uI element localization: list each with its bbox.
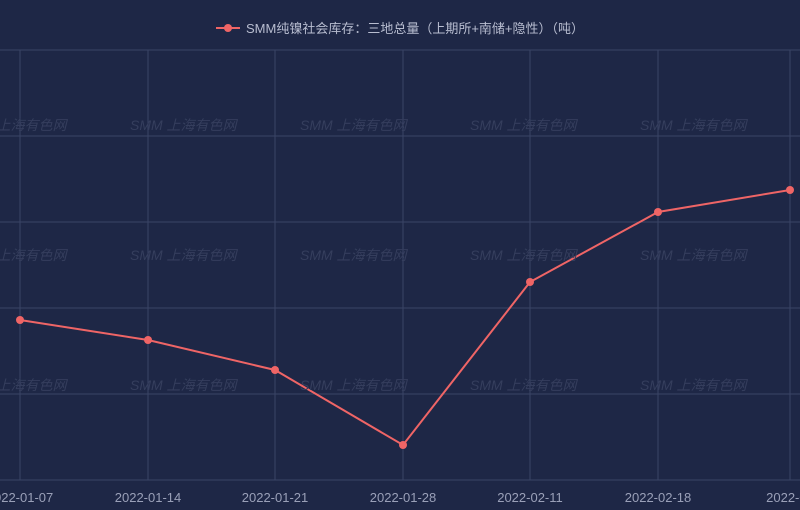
legend-marker-dot <box>224 24 232 32</box>
chart-legend: SMM纯镍社会库存：三地总量（上期所+南储+隐性）（吨） <box>0 18 800 37</box>
x-axis-label: 2022-02-18 <box>625 490 692 505</box>
x-axis-label: 2022-01-21 <box>242 490 309 505</box>
data-point[interactable] <box>654 208 662 216</box>
data-point[interactable] <box>399 441 407 449</box>
series-line <box>20 190 790 445</box>
data-point[interactable] <box>526 278 534 286</box>
data-point[interactable] <box>786 186 794 194</box>
plot-area <box>0 50 800 480</box>
x-axis-label: 2022-01-28 <box>370 490 437 505</box>
legend-line-icon <box>216 27 240 29</box>
data-point[interactable] <box>144 336 152 344</box>
chart-container: SMM纯镍社会库存：三地总量（上期所+南储+隐性）（吨） 2022-01-07 2… <box>0 0 800 510</box>
x-axis-label: 2022-02 <box>766 490 800 505</box>
legend-item[interactable]: SMM纯镍社会库存：三地总量（上期所+南储+隐性）（吨） <box>216 18 584 37</box>
line-chart-svg <box>0 50 800 480</box>
legend-label: SMM纯镍社会库存：三地总量（上期所+南储+隐性）（吨） <box>246 18 584 37</box>
data-point[interactable] <box>271 366 279 374</box>
data-point[interactable] <box>16 316 24 324</box>
x-axis-label: 2022-01-07 <box>0 490 53 505</box>
x-axis-label: 2022-01-14 <box>115 490 182 505</box>
x-axis-label: 2022-02-11 <box>497 490 563 505</box>
